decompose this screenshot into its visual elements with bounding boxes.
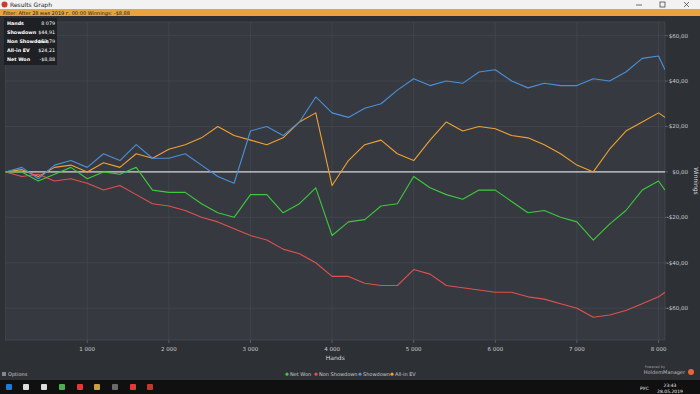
y-tick-label: $0,00 bbox=[672, 169, 688, 175]
stat-value: -$8,88 bbox=[40, 57, 55, 62]
plot-area bbox=[6, 22, 665, 340]
taskbar-icon[interactable] bbox=[147, 384, 153, 390]
x-tick bbox=[332, 340, 333, 343]
y-tick-label: -$40,00 bbox=[667, 260, 689, 266]
legend-swatch bbox=[358, 373, 361, 376]
x-tick-label: 6 000 bbox=[487, 346, 503, 352]
x-grid-line bbox=[250, 22, 251, 340]
app-icon bbox=[2, 2, 8, 8]
x-tick bbox=[250, 340, 251, 343]
options-button[interactable]: Options bbox=[8, 371, 28, 378]
screen: Results GraphFilter: After 28 мая 2019 г… bbox=[0, 0, 700, 394]
y-grid-line bbox=[6, 262, 665, 263]
x-tick bbox=[495, 340, 496, 343]
legend-swatch bbox=[314, 373, 317, 376]
filter-text: Filter: After 28 мая 2019 г. 00:00 Winni… bbox=[3, 10, 130, 17]
taskbar-icon[interactable] bbox=[41, 384, 47, 390]
y-tick-label: -$60,00 bbox=[667, 305, 689, 311]
legend-label: Non Showdown bbox=[319, 371, 358, 377]
y-tick-label: $60,00 bbox=[669, 33, 689, 39]
y-grid-line bbox=[6, 217, 665, 218]
x-tick bbox=[658, 340, 659, 343]
taskbar bbox=[0, 380, 700, 394]
taskbar-language: РУС bbox=[640, 386, 649, 391]
series-line bbox=[6, 167, 665, 240]
x-tick-label: 5 000 bbox=[406, 346, 422, 352]
taskbar-time: 23:43 bbox=[664, 383, 677, 388]
brand-logo bbox=[688, 369, 694, 375]
x-grid-line bbox=[87, 22, 88, 340]
taskbar-icon[interactable] bbox=[77, 384, 83, 390]
stats-box bbox=[4, 18, 57, 65]
y-axis-label: Winnings bbox=[692, 167, 700, 194]
y-grid-line bbox=[6, 81, 665, 82]
y-grid-line bbox=[6, 126, 665, 127]
legend-label: Net Won bbox=[290, 371, 311, 377]
close-button[interactable] bbox=[684, 2, 689, 7]
taskbar-icon[interactable] bbox=[94, 384, 100, 390]
title-bar bbox=[0, 0, 700, 9]
stat-value: $24,21 bbox=[38, 48, 55, 53]
y-tick-label: -$20,00 bbox=[667, 214, 689, 220]
filter-bar bbox=[0, 9, 700, 16]
legend: Net Won Non Showdown Showdown All-in EV bbox=[285, 371, 416, 377]
y-tick bbox=[665, 126, 668, 127]
x-grid-line bbox=[576, 22, 577, 340]
x-tick bbox=[576, 340, 577, 343]
legend-swatch bbox=[390, 373, 393, 376]
x-axis-label: Hands bbox=[326, 354, 345, 361]
x-tick-label: 8 000 bbox=[651, 346, 667, 352]
y-grid-line bbox=[6, 308, 665, 309]
stat-value: -$53,79 bbox=[36, 39, 55, 44]
legend-swatch bbox=[285, 373, 288, 376]
taskbar-icon[interactable] bbox=[112, 384, 118, 390]
maximize-button[interactable] bbox=[660, 2, 665, 7]
y-tick-label: $40,00 bbox=[669, 78, 689, 84]
x-tick bbox=[87, 340, 88, 343]
x-grid-line bbox=[413, 22, 414, 340]
options-icon[interactable] bbox=[2, 372, 6, 376]
background bbox=[0, 0, 700, 394]
x-tick-label: 3 000 bbox=[243, 346, 259, 352]
x-grid-line bbox=[332, 22, 333, 340]
y-tick bbox=[665, 81, 668, 82]
x-grid-line bbox=[168, 22, 169, 340]
y-tick bbox=[665, 171, 668, 172]
taskbar-icon[interactable] bbox=[59, 384, 65, 390]
stat-value: 8 079 bbox=[41, 21, 55, 26]
stat-label: Hands bbox=[7, 21, 24, 26]
taskbar-icon[interactable] bbox=[6, 384, 12, 390]
x-tick bbox=[413, 340, 414, 343]
stat-label: All-in EV bbox=[7, 48, 30, 53]
stat-label: Showdown bbox=[7, 30, 37, 35]
y-tick bbox=[665, 35, 668, 36]
brand-text: HoldemManager bbox=[644, 369, 686, 376]
x-tick-label: 2 000 bbox=[161, 346, 177, 352]
window-title: Results Graph bbox=[10, 1, 52, 9]
x-tick-label: 1 000 bbox=[79, 346, 95, 352]
taskbar-icon[interactable] bbox=[130, 384, 136, 390]
series-lines bbox=[6, 56, 665, 317]
stat-label: Net Won bbox=[7, 57, 31, 62]
taskbar-icon[interactable] bbox=[23, 384, 29, 390]
stat-value: $44,91 bbox=[38, 30, 55, 35]
series-line bbox=[6, 113, 665, 186]
x-tick-label: 7 000 bbox=[569, 346, 585, 352]
minimize-button[interactable] bbox=[636, 5, 642, 6]
taskbar-date: 28.05.2019 bbox=[657, 389, 683, 394]
y-tick-label: $20,00 bbox=[669, 123, 689, 129]
y-grid-line bbox=[6, 35, 665, 36]
series-line bbox=[6, 172, 665, 317]
x-tick-label: 4 000 bbox=[324, 346, 340, 352]
grid bbox=[6, 22, 665, 340]
legend-label: Showdown bbox=[363, 371, 390, 377]
x-tick bbox=[168, 340, 169, 343]
series-line bbox=[6, 56, 665, 183]
legend-label: All-in EV bbox=[395, 371, 416, 377]
